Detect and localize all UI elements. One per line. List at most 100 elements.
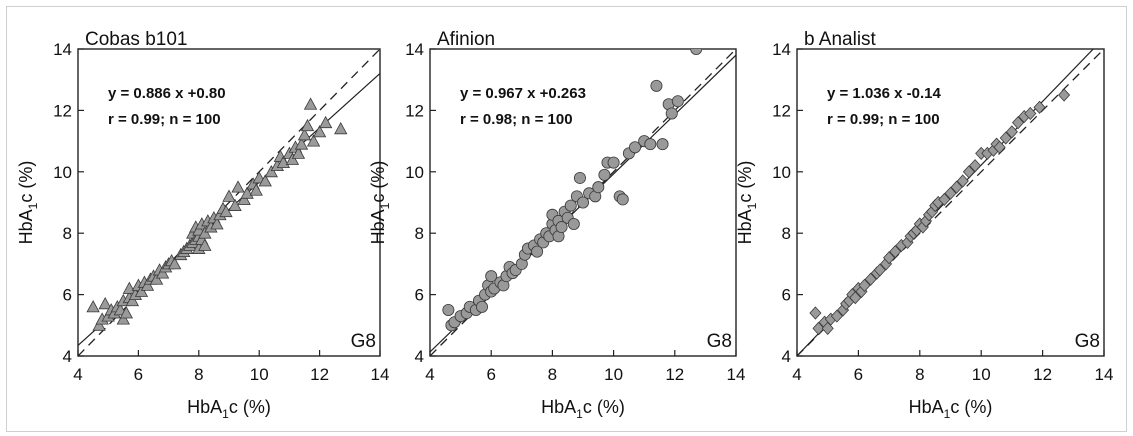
- x-axis-label: HbA1c (%): [541, 397, 625, 421]
- data-point: [92, 318, 106, 331]
- data-point: [134, 284, 149, 297]
- regression-equation: y = 0.886 x +0.80: [108, 85, 226, 102]
- data-point: [656, 138, 669, 151]
- data-point: [830, 309, 843, 323]
- y-axis-label: HbA1c (%): [16, 161, 40, 245]
- data-point: [1005, 125, 1018, 139]
- data-point: [98, 296, 112, 310]
- data-point: [140, 278, 155, 291]
- regression-stats: r = 0.99; n = 100: [108, 111, 221, 128]
- x-tick-label: 8: [194, 365, 203, 384]
- y-tick-label: 6: [415, 286, 424, 305]
- data-point: [1011, 116, 1025, 130]
- data-point: [858, 278, 871, 292]
- x-tick-label: 12: [1033, 365, 1052, 384]
- data-point: [476, 300, 489, 313]
- y-tick-label: 4: [63, 347, 72, 366]
- x-tick-label: 4: [425, 365, 434, 384]
- y-tick-label: 10: [405, 163, 424, 182]
- data-point: [1058, 88, 1071, 102]
- data-point: [294, 137, 309, 150]
- scatter-panel-1: 4 6 8 10 12 14 4 6 8 10 12 14 Cobas b101 y = 0.886 x …: [16, 29, 389, 421]
- data-point: [564, 199, 577, 212]
- data-point: [300, 118, 315, 132]
- x-axis-label: HbA1c (%): [909, 397, 993, 421]
- data-point: [889, 245, 902, 259]
- x-tick-label: 8: [915, 365, 924, 384]
- data-point: [999, 131, 1012, 145]
- data-point: [864, 272, 877, 286]
- x-tick-label: 8: [548, 365, 557, 384]
- data-point: [944, 186, 957, 200]
- data-point: [86, 300, 100, 313]
- data-point: [573, 171, 586, 184]
- y-tick-label: 6: [63, 286, 72, 305]
- y-tick-label: 10: [772, 163, 791, 182]
- x-tick-label: 6: [854, 365, 863, 384]
- y-axis-label: HbA1c (%): [368, 161, 392, 245]
- data-point: [198, 226, 212, 239]
- data-point: [297, 128, 312, 141]
- y-tick-label: 14: [53, 40, 72, 59]
- y-tick-label: 14: [405, 40, 424, 59]
- data-point: [555, 221, 568, 234]
- data-point: [116, 312, 130, 325]
- y-tick-label: 12: [772, 101, 791, 120]
- plot-area: [77, 48, 381, 357]
- regression-equation: y = 0.967 x +0.263: [460, 85, 586, 102]
- y-tick-label: 10: [53, 163, 72, 182]
- y-tick-label: 14: [772, 40, 791, 59]
- data-point: [616, 193, 629, 206]
- data-point: [258, 174, 272, 187]
- data-point: [149, 272, 164, 285]
- data-point: [809, 306, 822, 320]
- data-point: [577, 196, 590, 209]
- data-point: [291, 146, 306, 159]
- x-tick-label: 10: [250, 365, 269, 384]
- data-point: [1024, 106, 1037, 121]
- data-point: [962, 165, 975, 179]
- data-point: [607, 156, 620, 169]
- data-point: [119, 306, 133, 319]
- y-tick-label: 12: [405, 101, 424, 120]
- data-point: [938, 192, 951, 207]
- data-point: [228, 198, 242, 211]
- x-tick-label: 4: [73, 365, 82, 384]
- x-tick-label: 6: [486, 365, 495, 384]
- y-tick-label: 6: [782, 286, 791, 305]
- y-axis-label: HbA1c (%): [735, 161, 759, 245]
- data-point: [442, 303, 455, 316]
- x-tick-label: 4: [792, 365, 801, 384]
- data-point: [650, 79, 663, 92]
- data-point: [249, 183, 263, 196]
- data-point: [334, 121, 348, 135]
- regression-stats: r = 0.99; n = 100: [827, 111, 940, 128]
- data-point: [312, 125, 327, 138]
- identity-line: [797, 49, 1104, 356]
- x-tick-label: 14: [1095, 365, 1114, 384]
- data-point: [303, 97, 318, 110]
- panel-title: Cobas b101: [85, 29, 187, 50]
- reference-method-label: G8: [1075, 331, 1100, 352]
- reference-method-label: G8: [707, 331, 732, 352]
- data-point: [531, 245, 544, 258]
- regression-stats: r = 0.98; n = 100: [460, 111, 573, 128]
- data-point: [222, 189, 236, 202]
- x-tick-label: 14: [371, 365, 390, 384]
- x-tick-label: 10: [604, 365, 623, 384]
- reference-method-label: G8: [351, 331, 376, 352]
- x-tick-label: 6: [134, 365, 143, 384]
- data-point: [644, 138, 657, 151]
- data-point: [629, 141, 642, 154]
- data-point: [956, 174, 969, 188]
- data-point: [883, 251, 896, 265]
- data-point: [690, 49, 703, 55]
- data-point: [993, 140, 1006, 154]
- x-tick-label: 12: [665, 365, 684, 384]
- data-point: [231, 180, 245, 193]
- x-tick-label: 14: [727, 365, 746, 384]
- data-point: [306, 134, 321, 147]
- data-point: [237, 192, 251, 205]
- data-point: [485, 270, 498, 283]
